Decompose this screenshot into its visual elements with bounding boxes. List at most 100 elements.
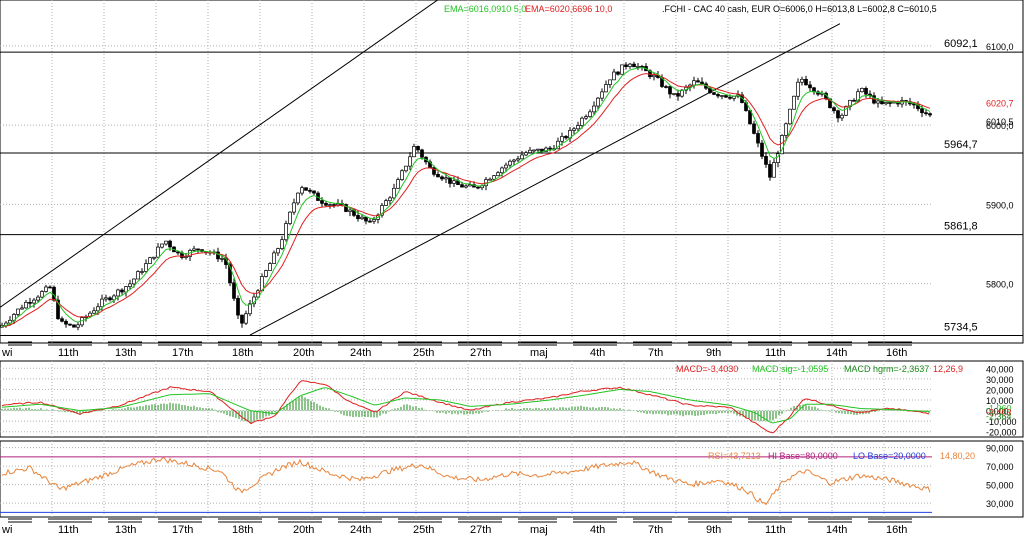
candle-76 [304,187,308,191]
candle-71 [284,220,288,242]
candle-151 [604,80,608,93]
candle-68 [272,250,276,264]
candle-101 [404,165,408,173]
candle-155 [620,64,624,75]
candle-152 [608,79,612,89]
candle-189 [756,130,760,148]
date-top-label-7: 25th [413,347,434,359]
rsi-tick-2: 70,000 [986,462,1014,472]
macd-last-1: -3,403 [986,408,1012,418]
candle-116 [464,184,468,189]
candle-15 [60,316,64,323]
candle-178 [712,91,716,96]
rsi-line [1,456,931,506]
date-top-label-14: 14th [826,347,847,359]
candle-86 [344,203,348,213]
macd-last-values: -1,060-3,403-2,364 [986,404,1012,422]
candle-40 [160,243,164,249]
candle-157 [628,62,632,69]
date-top-label-2: 13th [115,347,136,359]
date-bottom-label-11: 7th [648,524,663,536]
date-axis-top: wi 11th 13th 17th 18th 20th 24th 25th 27th maj 4th… [1,341,912,359]
macd-tick-5: 30,000 [986,375,1014,385]
price-grid [0,0,932,343]
candle-78 [312,190,316,196]
candle-95 [380,202,384,218]
candle-6 [24,300,28,309]
candle-35 [140,268,144,275]
candle-126 [504,162,508,173]
candle-10 [40,290,44,298]
candle-60 [240,314,244,328]
candle-158 [632,61,636,68]
candle-7 [28,297,32,308]
macd-hist-label: MACD hgrm=-2,3637 [844,364,929,374]
date-top-label-4: 18th [232,347,253,359]
date-bottom-label-13: 11th [765,524,786,536]
candle-153 [612,68,616,81]
candle-146 [584,114,588,120]
candle-201 [804,75,808,86]
macd-last-2: -2,364 [986,412,1012,422]
price-tick-2: 6000,0 [986,121,1014,131]
macd-value-label: MACD=-3,4030 [676,364,738,374]
candle-131 [524,150,528,157]
candle-70 [280,236,284,251]
candle-199 [796,78,800,101]
candlesticks [0,61,932,331]
candle-98 [392,183,396,201]
candle-134 [536,148,540,152]
candle-100 [400,169,404,181]
date-top-label-8: 27th [470,347,491,359]
candle-143 [572,126,576,135]
instrument-quote: .FCHI - CAC 40 cash, EUR O=6006,0 H=6013… [662,4,937,14]
candle-41 [164,240,168,246]
price-tick-3: 6100,0 [986,42,1014,52]
date-bottom-label-1: 11th [58,524,79,536]
candle-110 [440,175,444,181]
candle-91 [364,216,368,225]
candle-14 [56,295,60,320]
rsi-tick-1: 50,000 [986,481,1014,491]
candle-209 [836,109,840,123]
macd-axis-labels: -20,000-10,0000,00010,00020,00030,00040,… [986,364,1017,437]
date-top-label-0: wi [1,347,12,359]
last-price-labels: 6020,7 6010,5 [986,99,1014,127]
candle-74 [296,192,300,206]
candle-59 [236,295,240,320]
last-price-label-0: 6020,7 [986,99,1014,109]
date-bottom-label-7: 25th [413,524,434,536]
candle-73 [292,198,296,215]
candle-191 [764,152,768,168]
candle-179 [716,93,720,99]
candle-200 [800,76,804,86]
candle-28 [112,294,116,304]
date-top-label-11: 7th [648,347,663,359]
rsi-grid [0,441,932,517]
candle-77 [308,188,312,194]
ema-fast-line [1,66,931,327]
candle-5 [20,304,24,310]
rsi-hi-base-label: HI Base=80,0000 [768,451,838,461]
candle-156 [624,62,628,70]
candle-192 [768,160,772,181]
date-top-label-13: 11th [765,347,786,359]
date-top-label-10: 4th [590,347,605,359]
candle-141 [564,134,568,140]
candle-17 [68,323,72,326]
candle-104 [416,145,420,153]
candle-4 [16,308,20,317]
rsi-axis-labels: 30,000 50,000 70,000 90,000 [986,444,1014,510]
candle-37 [148,256,152,264]
date-bottom-label-3: 17th [172,524,193,536]
candle-181 [724,95,728,98]
price-tick-0: 5800,0 [986,280,1014,290]
candle-19 [76,321,80,331]
macd-tick-2: 0,000 [986,407,1009,417]
candle-122 [488,177,492,181]
date-bottom-label-6: 24th [350,524,371,536]
candle-196 [784,122,788,139]
date-top-label-3: 17th [172,347,193,359]
candle-167 [668,85,672,99]
